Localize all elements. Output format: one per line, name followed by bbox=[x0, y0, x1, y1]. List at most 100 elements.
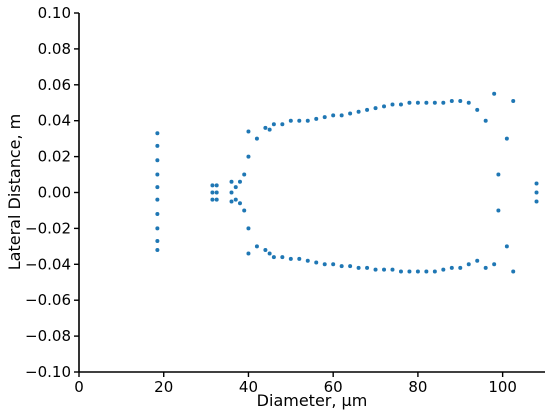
data-point bbox=[415, 100, 420, 105]
data-point bbox=[390, 102, 395, 107]
data-point bbox=[424, 269, 429, 274]
data-point bbox=[155, 226, 160, 231]
data-point bbox=[534, 199, 539, 204]
data-point bbox=[466, 262, 471, 267]
data-point bbox=[246, 154, 251, 159]
data-point bbox=[407, 100, 412, 105]
data-point bbox=[155, 212, 160, 217]
data-point bbox=[155, 143, 160, 148]
data-point bbox=[348, 264, 353, 269]
data-point bbox=[210, 190, 215, 195]
y-tick-label: 0.10 bbox=[38, 4, 71, 22]
data-point bbox=[314, 116, 319, 121]
data-point bbox=[441, 267, 446, 272]
data-point bbox=[432, 100, 437, 105]
data-point bbox=[504, 244, 509, 249]
data-point bbox=[297, 118, 302, 123]
data-point bbox=[155, 238, 160, 243]
y-tick-label: 0.00 bbox=[38, 184, 71, 202]
data-point bbox=[534, 181, 539, 186]
data-point bbox=[449, 265, 454, 270]
data-point bbox=[496, 208, 501, 213]
data-point bbox=[263, 125, 268, 130]
axes bbox=[78, 13, 545, 373]
y-tick-label: 0.08 bbox=[38, 40, 71, 58]
data-point bbox=[288, 256, 293, 261]
data-point bbox=[339, 264, 344, 269]
data-point bbox=[263, 247, 268, 252]
data-point bbox=[449, 98, 454, 103]
y-tick-label: −0.10 bbox=[25, 363, 71, 381]
data-point bbox=[492, 262, 497, 267]
data-point bbox=[407, 269, 412, 274]
y-tick-label: 0.06 bbox=[38, 76, 71, 94]
data-point bbox=[504, 136, 509, 141]
x-tick-label: 0 bbox=[74, 378, 84, 396]
data-point bbox=[210, 183, 215, 188]
x-ticks: 0 20 40 60 80 100 bbox=[74, 372, 517, 396]
data-point bbox=[424, 100, 429, 105]
y-tick-label: 0.04 bbox=[38, 112, 71, 130]
y-axis-label: Lateral Distance, m bbox=[5, 114, 24, 270]
data-point bbox=[155, 197, 160, 202]
data-point bbox=[331, 262, 336, 267]
data-point bbox=[155, 158, 160, 163]
data-point bbox=[229, 199, 234, 204]
data-point bbox=[496, 172, 501, 177]
data-point bbox=[242, 172, 247, 177]
data-point bbox=[229, 179, 234, 184]
data-point bbox=[382, 104, 387, 109]
data-point bbox=[511, 98, 516, 103]
data-point bbox=[288, 118, 293, 123]
data-point bbox=[322, 115, 327, 120]
data-point bbox=[246, 251, 251, 256]
data-point bbox=[237, 201, 242, 206]
data-point bbox=[280, 122, 285, 127]
data-point bbox=[246, 129, 251, 134]
data-point bbox=[534, 190, 539, 195]
data-point bbox=[297, 256, 302, 261]
y-tick-label: −0.06 bbox=[25, 291, 71, 309]
data-point bbox=[305, 118, 310, 123]
data-point bbox=[441, 100, 446, 105]
data-point bbox=[415, 269, 420, 274]
data-point bbox=[390, 267, 395, 272]
data-point bbox=[233, 185, 238, 190]
x-tick-label: 20 bbox=[154, 378, 173, 396]
data-point bbox=[398, 269, 403, 274]
data-point bbox=[365, 265, 370, 270]
data-point bbox=[382, 267, 387, 272]
data-point bbox=[267, 251, 272, 256]
data-point bbox=[233, 197, 238, 202]
data-point bbox=[398, 102, 403, 107]
data-point bbox=[305, 258, 310, 263]
y-tick-label: −0.02 bbox=[25, 219, 71, 237]
data-point bbox=[432, 269, 437, 274]
data-point bbox=[339, 113, 344, 118]
data-point bbox=[466, 100, 471, 105]
data-point bbox=[242, 208, 247, 213]
y-tick-label: 0.02 bbox=[38, 148, 71, 166]
data-point bbox=[483, 265, 488, 270]
data-point bbox=[322, 262, 327, 267]
data-point bbox=[348, 111, 353, 116]
y-ticks: −0.10 −0.08 −0.06 −0.04 −0.02 0.00 0.02 0.04 0.0… bbox=[25, 4, 79, 381]
data-point bbox=[271, 255, 276, 260]
y-tick-label: −0.08 bbox=[25, 327, 71, 345]
data-point bbox=[246, 226, 251, 231]
data-point bbox=[254, 244, 259, 249]
data-point bbox=[155, 131, 160, 136]
data-point bbox=[356, 265, 361, 270]
x-tick-label: 40 bbox=[239, 378, 258, 396]
data-point bbox=[254, 136, 259, 141]
data-point bbox=[280, 255, 285, 260]
data-point bbox=[210, 197, 215, 202]
data-point bbox=[492, 91, 497, 96]
data-point bbox=[271, 122, 276, 127]
data-point bbox=[365, 107, 370, 112]
x-tick-label: 80 bbox=[408, 378, 427, 396]
data-point bbox=[458, 98, 463, 103]
x-axis-label: Diameter, μm bbox=[257, 391, 368, 410]
data-points bbox=[155, 91, 539, 274]
